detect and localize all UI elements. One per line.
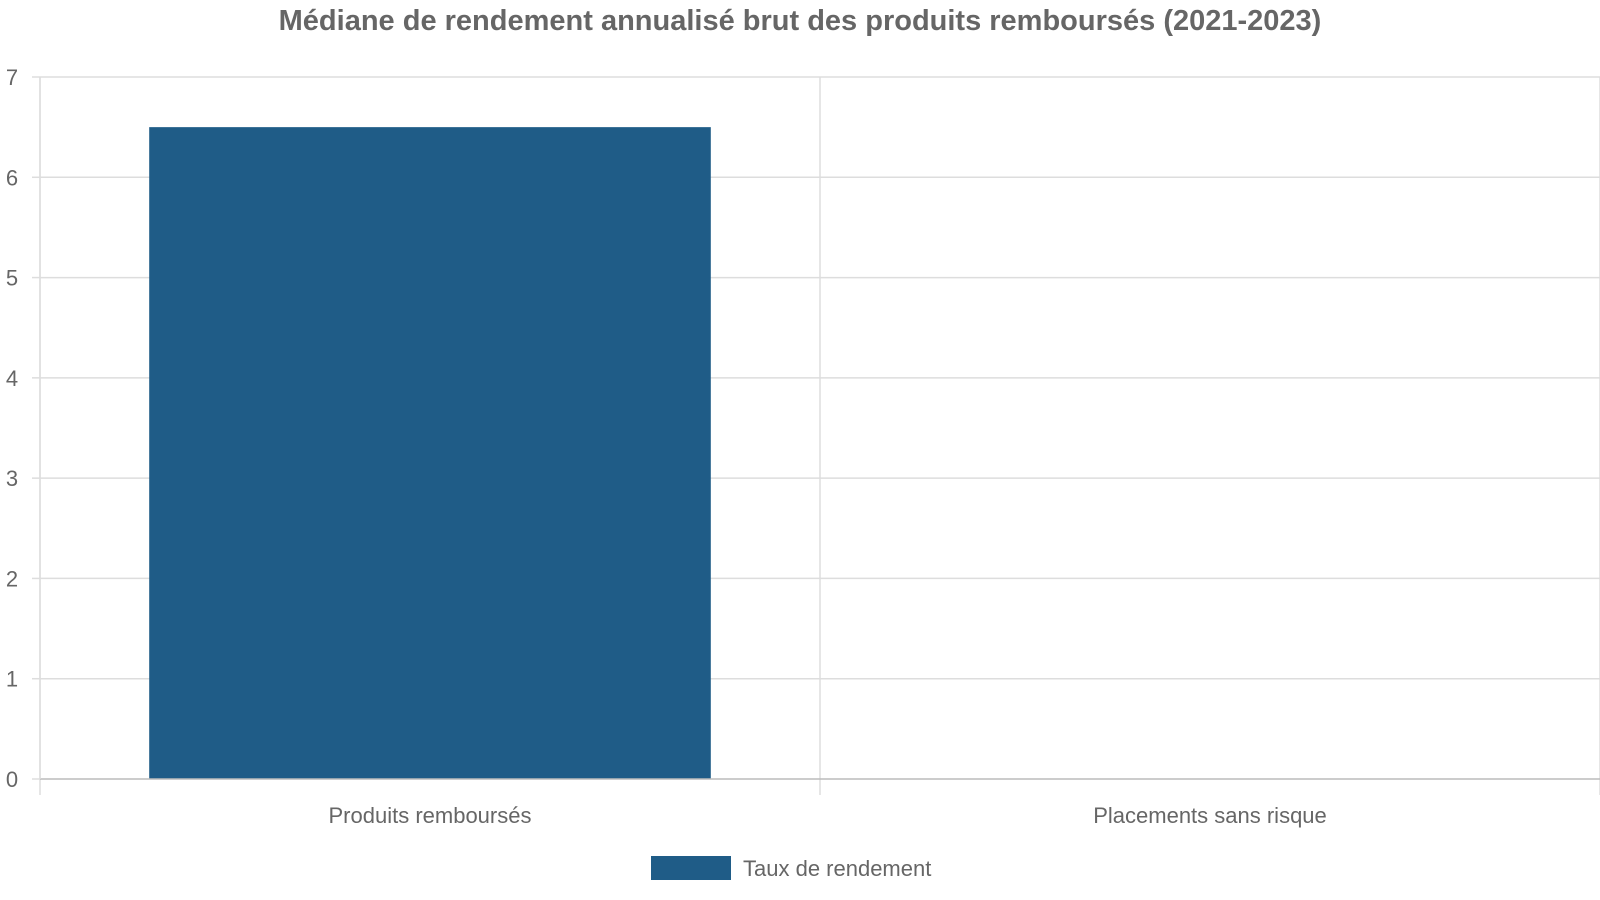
chart-title: Médiane de rendement annualisé brut des … bbox=[279, 5, 1322, 37]
y-tick-label: 2 bbox=[6, 566, 18, 591]
y-tick-label: 0 bbox=[6, 767, 18, 792]
y-tick-label: 1 bbox=[6, 667, 18, 692]
y-tick-label: 3 bbox=[6, 466, 18, 491]
axes bbox=[32, 76, 1600, 780]
y-tick-label: 7 bbox=[6, 65, 18, 90]
legend-swatch bbox=[651, 856, 731, 880]
legend-label: Taux de rendement bbox=[743, 856, 931, 881]
x-tick-label: Placements sans risque bbox=[1093, 803, 1327, 828]
y-tick-label: 6 bbox=[6, 165, 18, 190]
bars bbox=[149, 127, 711, 779]
y-tick-label: 5 bbox=[6, 266, 18, 291]
y-tick-labels: 0 1 2 3 4 5 6 7 bbox=[6, 65, 18, 792]
bar bbox=[149, 127, 711, 779]
legend: Taux de rendement bbox=[651, 856, 931, 881]
x-tick-label: Produits remboursés bbox=[329, 803, 532, 828]
x-tick-labels: Produits remboursés Placements sans risqu… bbox=[329, 803, 1327, 828]
y-tick-label: 4 bbox=[6, 366, 18, 391]
